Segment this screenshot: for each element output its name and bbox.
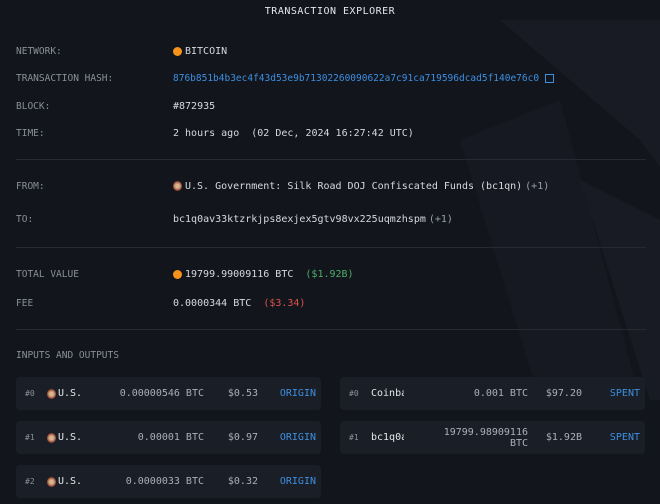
output-usd: $97.20 xyxy=(545,388,582,399)
block-value: #872935 xyxy=(173,100,216,112)
government-seal-icon xyxy=(47,476,56,487)
block-row: BLOCK: #872935 xyxy=(16,98,646,114)
input-amount: 0.00000546 BTC xyxy=(119,388,204,399)
input-index: #2 xyxy=(25,477,35,486)
divider xyxy=(16,159,646,160)
from-extra[interactable]: (+1) xyxy=(525,180,550,192)
government-seal-icon xyxy=(47,432,56,443)
io-section-title: INPUTS AND OUTPUTS xyxy=(16,350,119,361)
fee-label: FEE xyxy=(16,297,34,309)
input-status-link[interactable]: ORIGIN xyxy=(279,388,316,399)
from-label: FROM: xyxy=(16,180,45,192)
time-label: TIME: xyxy=(16,127,45,139)
from-value[interactable]: U.S. Government: Silk Road DOJ Confiscat… xyxy=(185,180,523,192)
total-usd: ($1.92B) xyxy=(305,268,354,280)
output-status-link[interactable]: SPENT xyxy=(609,388,640,399)
input-name[interactable]: U.S. xyxy=(58,476,83,487)
network-value: BITCOIN xyxy=(185,45,228,57)
input-index: #1 xyxy=(25,433,35,442)
input-card[interactable]: #1 U.S. 0.00001 BTC $0.97 ORIGIN xyxy=(16,421,321,454)
output-index: #0 xyxy=(349,389,359,398)
output-name[interactable]: Coinbase xyxy=(371,388,404,399)
input-status-link[interactable]: ORIGIN xyxy=(279,432,316,443)
page-title: TRANSACTION EXPLORER xyxy=(264,6,396,17)
background-logo-watermark xyxy=(460,20,660,400)
hash-row: TRANSACTION HASH: 876b851b4b3ec4f43d53e9… xyxy=(16,70,646,86)
input-index: #0 xyxy=(25,389,35,398)
input-usd: $0.53 xyxy=(227,388,258,399)
input-status-link[interactable]: ORIGIN xyxy=(279,476,316,487)
hash-label: TRANSACTION HASH: xyxy=(16,72,114,84)
output-usd: $1.92B xyxy=(545,432,582,443)
external-link-icon[interactable] xyxy=(545,73,555,83)
to-row: TO: bc1q0av33ktzrkjps8exjex5gtv98vx225uq… xyxy=(16,211,646,227)
input-name[interactable]: U.S. xyxy=(58,432,83,443)
network-label: NETWORK: xyxy=(16,45,62,57)
bitcoin-icon xyxy=(173,269,182,279)
input-card[interactable]: #2 U.S. 0.0000033 BTC $0.32 ORIGIN xyxy=(16,465,321,498)
fee-value: 0.0000344 BTC xyxy=(173,297,252,309)
time-value: 2 hours ago (02 Dec, 2024 16:27:42 UTC) xyxy=(173,127,414,139)
block-label: BLOCK: xyxy=(16,100,51,112)
input-amount: 0.00001 BTC xyxy=(137,432,204,443)
output-card[interactable]: #0 Coinbase 0.001 BTC $97.20 SPENT xyxy=(340,377,645,410)
output-index: #1 xyxy=(349,433,359,442)
input-usd: $0.97 xyxy=(227,432,258,443)
output-amount: 19799.98909116 BTC xyxy=(443,426,528,449)
government-seal-icon xyxy=(47,388,56,399)
total-row: TOTAL VALUE 19799.99009116 BTC ($1.92B) xyxy=(16,266,646,282)
input-amount: 0.0000033 BTC xyxy=(125,476,204,487)
output-name[interactable]: bc1q0av33 xyxy=(371,432,404,443)
divider xyxy=(16,247,646,248)
total-label: TOTAL VALUE xyxy=(16,268,79,280)
input-card[interactable]: #0 U.S. 0.00000546 BTC $0.53 ORIGIN xyxy=(16,377,321,410)
fee-usd: ($3.34) xyxy=(263,297,306,309)
from-row: FROM: U.S. Government: Silk Road DOJ Con… xyxy=(16,178,646,194)
to-value[interactable]: bc1q0av33ktzrkjps8exjex5gtv98vx225uqmzhs… xyxy=(173,213,426,225)
output-card[interactable]: #1 bc1q0av33 19799.98909116 BTC $1.92B S… xyxy=(340,421,645,454)
input-usd: $0.32 xyxy=(227,476,258,487)
time-row: TIME: 2 hours ago (02 Dec, 2024 16:27:42… xyxy=(16,125,646,141)
fee-row: FEE 0.0000344 BTC ($3.34) xyxy=(16,295,646,311)
hash-link[interactable]: 876b851b4b3ec4f43d53e9b71302260090622a7c… xyxy=(173,72,540,84)
government-seal-icon xyxy=(173,181,182,191)
total-value: 19799.99009116 BTC xyxy=(185,268,294,280)
output-status-link[interactable]: SPENT xyxy=(609,432,640,443)
to-extra[interactable]: (+1) xyxy=(428,213,453,225)
network-row: NETWORK: BITCOIN xyxy=(16,43,646,59)
to-label: TO: xyxy=(16,213,34,225)
bitcoin-icon xyxy=(173,46,182,56)
input-name[interactable]: U.S. xyxy=(58,388,83,399)
output-amount: 0.001 BTC xyxy=(473,388,528,399)
divider xyxy=(16,329,646,330)
